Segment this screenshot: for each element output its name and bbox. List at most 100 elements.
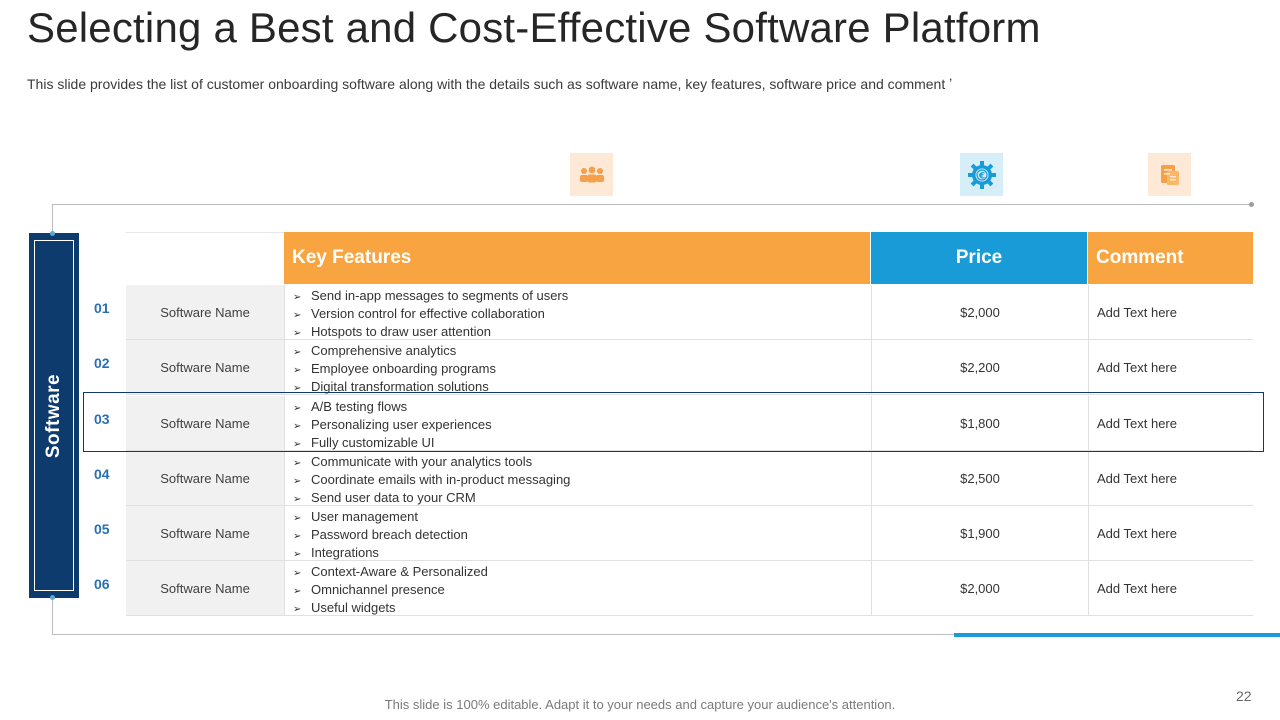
feature-item: ➢ Digital transformation solutions — [293, 379, 871, 397]
document-icon — [1148, 153, 1191, 196]
row-number: 06 — [94, 576, 110, 592]
arrow-bullet-icon: ➢ — [293, 586, 302, 597]
arrow-bullet-icon: ➢ — [293, 421, 302, 432]
feature-text: Comprehensive analytics — [311, 343, 457, 358]
side-dot — [50, 595, 55, 600]
feature-text: Send user data to your CRM — [311, 490, 476, 505]
comment-cell: Add Text here — [1088, 506, 1253, 561]
side-banner: Software — [29, 233, 79, 598]
accent-line — [954, 633, 1280, 637]
feature-text: A/B testing flows — [311, 399, 408, 414]
software-name-cell: Software Name — [126, 340, 284, 395]
features-cell: ➢ Communicate with your analytics tools ➢ C… — [284, 451, 871, 506]
row-number: 03 — [94, 411, 110, 427]
feature-item: ➢ Useful widgets — [293, 600, 871, 618]
slide-subtitle: This slide provides the list of customer… — [27, 76, 953, 92]
table-row: 03 Software Name ➢ A/B testing flows ➢ Person… — [0, 396, 1280, 451]
feature-item: ➢ Employee onboarding programs — [293, 361, 871, 379]
software-name-cell: Software Name — [126, 396, 284, 451]
frame-line-left — [52, 598, 53, 634]
arrow-bullet-icon: ➢ — [293, 292, 302, 303]
comment-cell: Add Text here — [1088, 340, 1253, 395]
software-name-cell: Software Name — [126, 285, 284, 340]
price-cell: $1,900 — [871, 506, 1088, 561]
table-row: 04 Software Name ➢ Communicate with your an… — [0, 451, 1280, 506]
header-blank-cell — [126, 232, 284, 285]
feature-item: ➢ Version control for effective collabora… — [293, 306, 871, 324]
arrow-bullet-icon: ➢ — [293, 310, 302, 321]
feature-text: Version control for effective collaborat… — [311, 306, 545, 321]
header-price: Price — [871, 232, 1087, 284]
feature-item: ➢ Comprehensive analytics — [293, 343, 871, 361]
feature-text: Fully customizable UI — [311, 435, 435, 450]
table-row: 01 Software Name ➢ Send in-app messages to … — [0, 285, 1280, 340]
feature-item: ➢ Hotspots to draw user attention — [293, 324, 871, 342]
feature-text: User management — [311, 509, 418, 524]
feature-text: Context-Aware & Personalized — [311, 564, 488, 579]
page-number: 22 — [1236, 688, 1252, 704]
arrow-bullet-icon: ➢ — [293, 549, 302, 560]
feature-text: Employee onboarding programs — [311, 361, 496, 376]
price-cell: $2,000 — [871, 285, 1088, 340]
arrow-bullet-icon: ➢ — [293, 531, 302, 542]
feature-text: Coordinate emails with in-product messag… — [311, 472, 571, 487]
row-number: 01 — [94, 300, 110, 316]
software-name-cell: Software Name — [126, 506, 284, 561]
svg-text:€: € — [977, 171, 984, 181]
arrow-bullet-icon: ➢ — [293, 328, 302, 339]
feature-item: ➢ Coordinate emails with in-product messa… — [293, 472, 871, 490]
row-number: 05 — [94, 521, 110, 537]
feature-item: ➢ Personalizing user experiences — [293, 417, 871, 435]
table-row: 02 Software Name ➢ Comprehensive analytics ➢… — [0, 340, 1280, 395]
feature-item: ➢ Omnichannel presence — [293, 582, 871, 600]
arrow-bullet-icon: ➢ — [293, 476, 302, 487]
features-cell: ➢ A/B testing flows ➢ Personalizing user ex… — [284, 396, 871, 451]
feature-item: ➢ A/B testing flows — [293, 399, 871, 417]
price-cell: $2,000 — [871, 561, 1088, 616]
feature-text: Hotspots to draw user attention — [311, 324, 491, 339]
comment-cell: Add Text here — [1088, 451, 1253, 506]
feature-text: Integrations — [311, 545, 379, 560]
feature-item: ➢ Password breach detection — [293, 527, 871, 545]
comment-cell: Add Text here — [1088, 396, 1253, 451]
feature-text: Digital transformation solutions — [311, 379, 489, 394]
side-dot — [50, 231, 55, 236]
frame-line-left — [52, 204, 53, 232]
feature-text: Personalizing user experiences — [311, 417, 492, 432]
feature-text: Password breach detection — [311, 527, 468, 542]
price-cell: $2,200 — [871, 340, 1088, 395]
price-cell: $2,500 — [871, 451, 1088, 506]
slide-footer: This slide is 100% editable. Adapt it to… — [384, 697, 896, 712]
software-name-cell: Software Name — [126, 561, 284, 616]
features-cell: ➢ Send in-app messages to segments of use… — [284, 285, 871, 340]
header-key-features: Key Features — [284, 232, 870, 284]
feature-item: ➢ Integrations — [293, 545, 871, 563]
feature-item: ➢ Context-Aware & Personalized — [293, 564, 871, 582]
features-cell: ➢ User management ➢ Password breach detecti… — [284, 506, 871, 561]
arrow-bullet-icon: ➢ — [293, 383, 302, 394]
feature-item: ➢ Send in-app messages to segments of use… — [293, 288, 871, 306]
arrow-bullet-icon: ➢ — [293, 347, 302, 358]
comment-cell: Add Text here — [1088, 561, 1253, 616]
feature-item: ➢ Fully customizable UI — [293, 435, 871, 453]
feature-text: Communicate with your analytics tools — [311, 454, 533, 469]
frame-line-bottom — [52, 634, 954, 635]
feature-item: ➢ Communicate with your analytics tools — [293, 454, 871, 472]
arrow-bullet-icon: ➢ — [293, 403, 302, 414]
frame-dot — [1249, 202, 1254, 207]
arrow-bullet-icon: ➢ — [293, 458, 302, 469]
features-cell: ➢ Context-Aware & Personalized ➢ Omnichanne… — [284, 561, 871, 616]
header-comment: Comment — [1088, 232, 1253, 284]
features-cell: ➢ Comprehensive analytics ➢ Employee onboar… — [284, 340, 871, 395]
arrow-bullet-icon: ➢ — [293, 439, 302, 450]
arrow-bullet-icon: ➢ — [293, 494, 302, 505]
table-row: 06 Software Name ➢ Context-Aware & Personal… — [0, 561, 1280, 616]
row-number: 02 — [94, 355, 110, 371]
slide-title: Selecting a Best and Cost-Effective Soft… — [27, 4, 1041, 51]
side-banner-border — [34, 240, 74, 591]
feature-text: Send in-app messages to segments of user… — [311, 288, 569, 303]
price-cell: $1,800 — [871, 396, 1088, 451]
gear-euro-icon: € — [960, 153, 1003, 196]
row-number: 04 — [94, 466, 110, 482]
feature-item: ➢ User management — [293, 509, 871, 527]
